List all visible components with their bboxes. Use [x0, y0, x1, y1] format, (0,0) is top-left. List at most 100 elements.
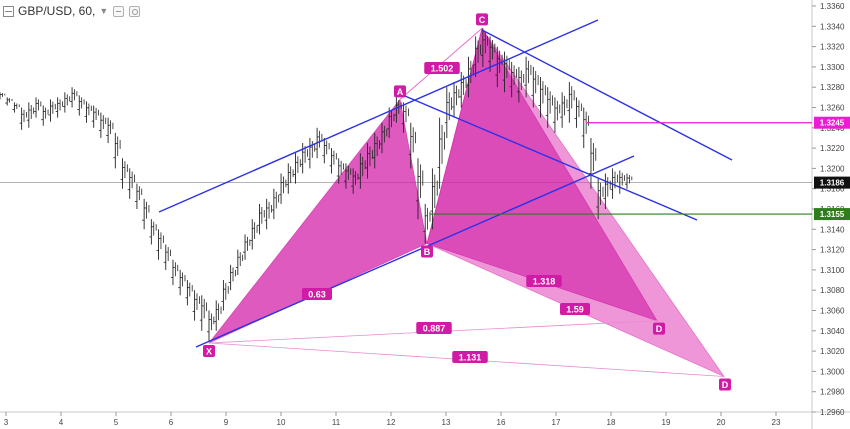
candle — [509, 61, 517, 98]
point-label-box — [203, 344, 215, 357]
candle — [279, 173, 287, 204]
candle — [26, 102, 35, 128]
collapse-icon[interactable] — [3, 5, 14, 17]
candle — [545, 87, 553, 128]
point-label-text: D — [656, 324, 663, 334]
candle — [365, 143, 373, 179]
point-label-box — [476, 13, 488, 26]
candle — [574, 97, 582, 128]
candle — [603, 173, 611, 209]
x-tick-label: 12 — [387, 418, 396, 427]
symbol-title: GBP/USD, 60, — [18, 4, 96, 18]
candle — [286, 163, 294, 194]
price-marker: 1.3245 — [814, 116, 850, 129]
x-tick-label: 6 — [169, 418, 174, 427]
candle — [0, 92, 6, 100]
price-marker-box — [814, 176, 850, 189]
candle — [293, 153, 301, 184]
x-tick-label: 18 — [607, 418, 616, 427]
y-tick-label: 1.2960 — [820, 408, 845, 417]
x-tick-label: 13 — [442, 418, 451, 427]
x-tick-label: 4 — [59, 418, 64, 427]
y-tick-label: 1.3300 — [820, 63, 845, 72]
candle — [524, 56, 532, 98]
candle — [156, 229, 164, 260]
ratio-label-text: 0.63 — [308, 290, 326, 300]
point-label-box — [719, 378, 731, 391]
price-marker-label: 1.3245 — [820, 119, 845, 128]
candle — [142, 198, 150, 230]
x-tick-label: 11 — [332, 418, 341, 427]
x-tick-label: 19 — [662, 418, 671, 427]
y-tick-label: 1.3100 — [820, 266, 845, 275]
price-axis[interactable]: 1.3360 1.3340 1.3320 1.3300 1.3280 1.3260 1.32… — [812, 2, 850, 417]
candle — [538, 77, 546, 118]
ratio-label-box — [526, 275, 562, 287]
candle — [163, 244, 171, 270]
y-tick-label: 1.3000 — [820, 367, 845, 376]
y-tick-label: 1.3140 — [820, 225, 845, 234]
chevron-down-icon[interactable]: ▼ — [99, 6, 109, 16]
candle — [84, 101, 92, 123]
ratio-label-box — [452, 351, 488, 363]
ratio-label: 1.59 — [560, 303, 590, 315]
candle — [401, 102, 409, 133]
candle — [207, 310, 215, 341]
candle — [48, 99, 56, 122]
point-label-x: X — [203, 344, 215, 357]
price-marker-label: 1.3155 — [820, 210, 845, 219]
candle — [19, 107, 27, 130]
candle — [113, 132, 121, 169]
point-label-text: D — [722, 380, 729, 390]
ratio-label-text: 1.318 — [533, 277, 556, 287]
y-tick-label: 1.3220 — [820, 144, 845, 153]
point-label-box — [394, 85, 406, 98]
point-label-box — [421, 245, 433, 258]
candle — [120, 158, 128, 189]
minimize-icon[interactable] — [113, 5, 125, 17]
candle — [98, 112, 107, 138]
time-axis[interactable]: 3 4 5 6 9 10 11 12 13 16 17 18 19 20 23 — [4, 412, 781, 427]
y-tick-label: 1.3360 — [820, 2, 845, 11]
y-tick-label: 1.3080 — [820, 286, 845, 295]
candle — [322, 137, 330, 164]
candle — [596, 178, 604, 220]
ratio-label: 1.318 — [526, 275, 562, 287]
candle — [567, 82, 575, 123]
candle — [379, 122, 388, 154]
trend-lines — [158, 19, 812, 348]
candle — [581, 107, 589, 149]
candle — [235, 249, 244, 275]
candle — [560, 92, 568, 128]
candle — [41, 105, 49, 126]
candle — [473, 36, 481, 78]
x-tick-label: 20 — [717, 418, 726, 427]
candle — [516, 66, 525, 103]
ratio-label-box — [302, 288, 332, 300]
point-label-text: X — [206, 346, 212, 356]
ratio-label-box — [424, 62, 460, 74]
ratio-label: 0.63 — [302, 288, 332, 300]
candle — [531, 66, 539, 108]
candle — [307, 137, 316, 169]
candle — [372, 132, 380, 169]
settings-icon[interactable] — [129, 5, 141, 17]
candle — [336, 158, 344, 184]
point-label-text: C — [479, 15, 486, 25]
ratio-label: 1.502 — [424, 62, 460, 74]
candle — [55, 97, 63, 118]
point-label-a: A — [394, 85, 406, 98]
y-tick-label: 1.3200 — [820, 164, 845, 173]
y-tick-label: 1.3020 — [820, 347, 845, 356]
candle — [170, 259, 179, 286]
y-tick-label: 1.3260 — [820, 104, 845, 113]
ratio-label-text: 1.131 — [459, 353, 482, 363]
chart-header: GBP/USD, 60, ▼ — [0, 2, 141, 20]
candle — [387, 107, 395, 138]
x-tick-label: 5 — [114, 418, 119, 427]
ratio-label-text: 0.887 — [423, 324, 446, 334]
candle — [264, 198, 272, 230]
candle — [221, 280, 229, 311]
candle — [185, 280, 193, 306]
